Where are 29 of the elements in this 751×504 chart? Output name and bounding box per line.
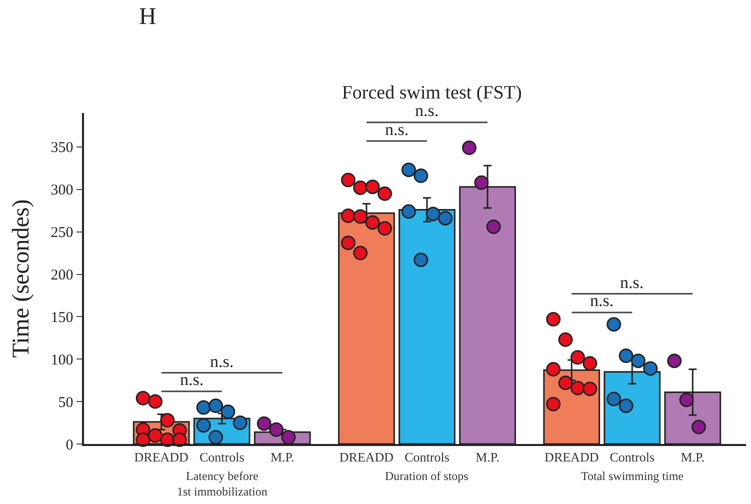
x-tick-label: Total swimming time (581, 469, 684, 483)
y-tick-label: 200 (50, 268, 74, 284)
annotation: n.s. (385, 120, 409, 139)
series-label: Controls (199, 449, 244, 464)
series-label: M.P. (270, 449, 294, 464)
chart-title: Forced swim test (FST) (342, 82, 522, 104)
annotation: n.s. (210, 352, 234, 371)
x-tick-label: Duration of stops (385, 469, 469, 483)
text: H (139, 4, 156, 30)
annotation: n.s. (415, 101, 439, 120)
text: M.P. (680, 449, 705, 464)
series-label: DREADD (134, 449, 188, 464)
annotation: n.s. (620, 273, 644, 292)
annotation: n.s. (590, 291, 614, 310)
text: M.P. (476, 449, 500, 464)
y-tick-label: 150 (50, 310, 74, 326)
y-tick-label: 350 (50, 140, 74, 156)
y-tick-label: 0 (66, 437, 74, 454)
text: DREADD (339, 449, 394, 464)
annotation: n.s. (180, 370, 204, 389)
y-tick-label: 300 (50, 182, 74, 199)
text: DREADD (544, 449, 599, 464)
y-tick-label: 250 (50, 225, 74, 242)
text: Controls (404, 449, 450, 464)
y-tick-label: 50 (58, 394, 74, 411)
y-tick-label: 100 (50, 352, 74, 368)
text: Controls (610, 449, 655, 464)
y-axis-title: Time (secondes) (8, 199, 34, 358)
x-tick-label: Latency before 1st immobilization (177, 469, 268, 499)
